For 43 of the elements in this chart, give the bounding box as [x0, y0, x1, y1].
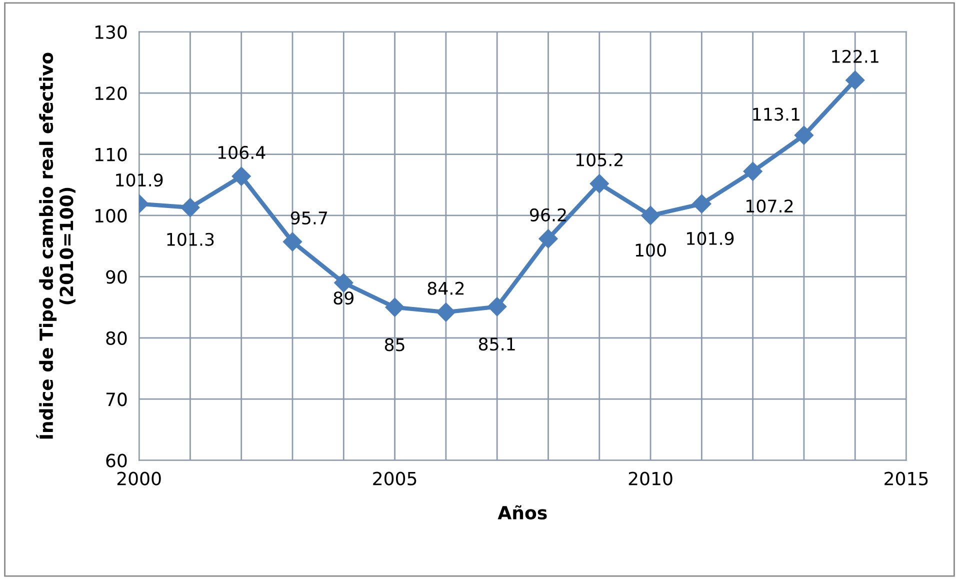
data-label: 84.2: [428, 282, 464, 295]
data-label: 101.3: [167, 232, 214, 246]
data-label: 101.9: [116, 173, 163, 187]
data-label: 85: [384, 338, 404, 352]
y-tick-label: 100: [95, 208, 127, 223]
point: [590, 174, 609, 194]
x-tick-label: 2010: [628, 472, 672, 486]
point: [692, 194, 712, 214]
x-tick-label: 2005: [373, 472, 416, 486]
point: [334, 273, 354, 292]
data-label: 106.4: [218, 146, 266, 160]
point: [743, 162, 762, 181]
point: [794, 126, 814, 145]
point: [538, 229, 558, 248]
point: [180, 198, 200, 218]
point: [385, 298, 404, 317]
data-label: 113.1: [753, 108, 800, 121]
data-label: 107.2: [746, 199, 793, 213]
x-tick-label: 2015: [884, 472, 928, 486]
point: [640, 206, 660, 226]
point: [488, 297, 507, 316]
y-tick-label: 120: [95, 86, 127, 100]
x-axis-title: Años: [498, 505, 547, 520]
y-axis-title: Índice de Tipo de cambio real efectivo (2010=100): [36, 52, 76, 439]
point: [232, 166, 251, 186]
x-tick-label: 2000: [117, 472, 161, 486]
data-label: 95.7: [290, 211, 328, 225]
data-label: 122.1: [832, 50, 878, 63]
data-label: 101.9: [687, 232, 734, 246]
data-label: 100: [636, 244, 666, 257]
point: [282, 232, 302, 252]
data-label: 105.2: [576, 153, 622, 166]
y-tick-label: 90: [106, 270, 127, 284]
y-tick-label: 130: [95, 25, 127, 39]
y-tick-label: 80: [106, 331, 127, 346]
point: [846, 70, 865, 90]
point: [436, 302, 456, 322]
data-label: 89: [334, 291, 354, 305]
y-tick-label: 70: [106, 392, 127, 406]
data-label: 96.2: [530, 208, 566, 222]
y-tick-label: 110: [95, 148, 127, 162]
data-label: 85.1: [478, 338, 515, 351]
y-tick-label: 60: [106, 454, 127, 468]
